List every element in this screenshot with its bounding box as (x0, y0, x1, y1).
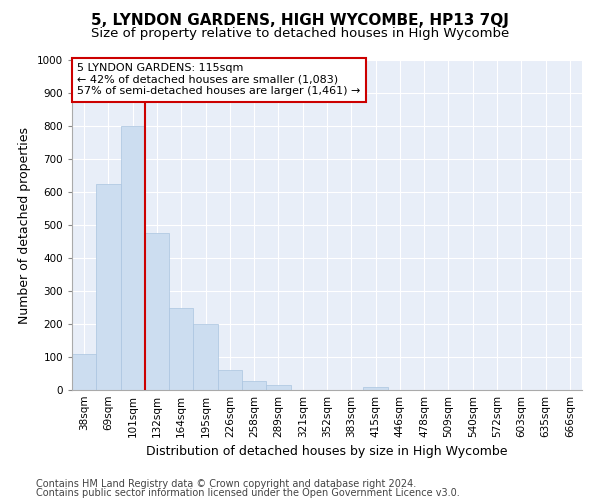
Text: 5 LYNDON GARDENS: 115sqm
← 42% of detached houses are smaller (1,083)
57% of sem: 5 LYNDON GARDENS: 115sqm ← 42% of detach… (77, 64, 361, 96)
Text: 5, LYNDON GARDENS, HIGH WYCOMBE, HP13 7QJ: 5, LYNDON GARDENS, HIGH WYCOMBE, HP13 7Q… (91, 12, 509, 28)
Bar (169, 308, 193, 390)
Bar (193, 324, 218, 390)
Bar (364, 386, 388, 390)
Y-axis label: Number of detached properties: Number of detached properties (18, 126, 31, 324)
Text: Size of property relative to detached houses in High Wycombe: Size of property relative to detached ho… (91, 28, 509, 40)
X-axis label: Distribution of detached houses by size in High Wycombe: Distribution of detached houses by size … (146, 446, 508, 458)
Text: Contains public sector information licensed under the Open Government Licence v3: Contains public sector information licen… (36, 488, 460, 498)
Bar (242, 381, 266, 390)
Bar (266, 385, 290, 390)
Bar (72, 354, 96, 390)
Bar (218, 370, 242, 390)
Bar (145, 233, 169, 390)
Bar (96, 184, 121, 390)
Bar (121, 126, 145, 390)
Text: Contains HM Land Registry data © Crown copyright and database right 2024.: Contains HM Land Registry data © Crown c… (36, 479, 416, 489)
